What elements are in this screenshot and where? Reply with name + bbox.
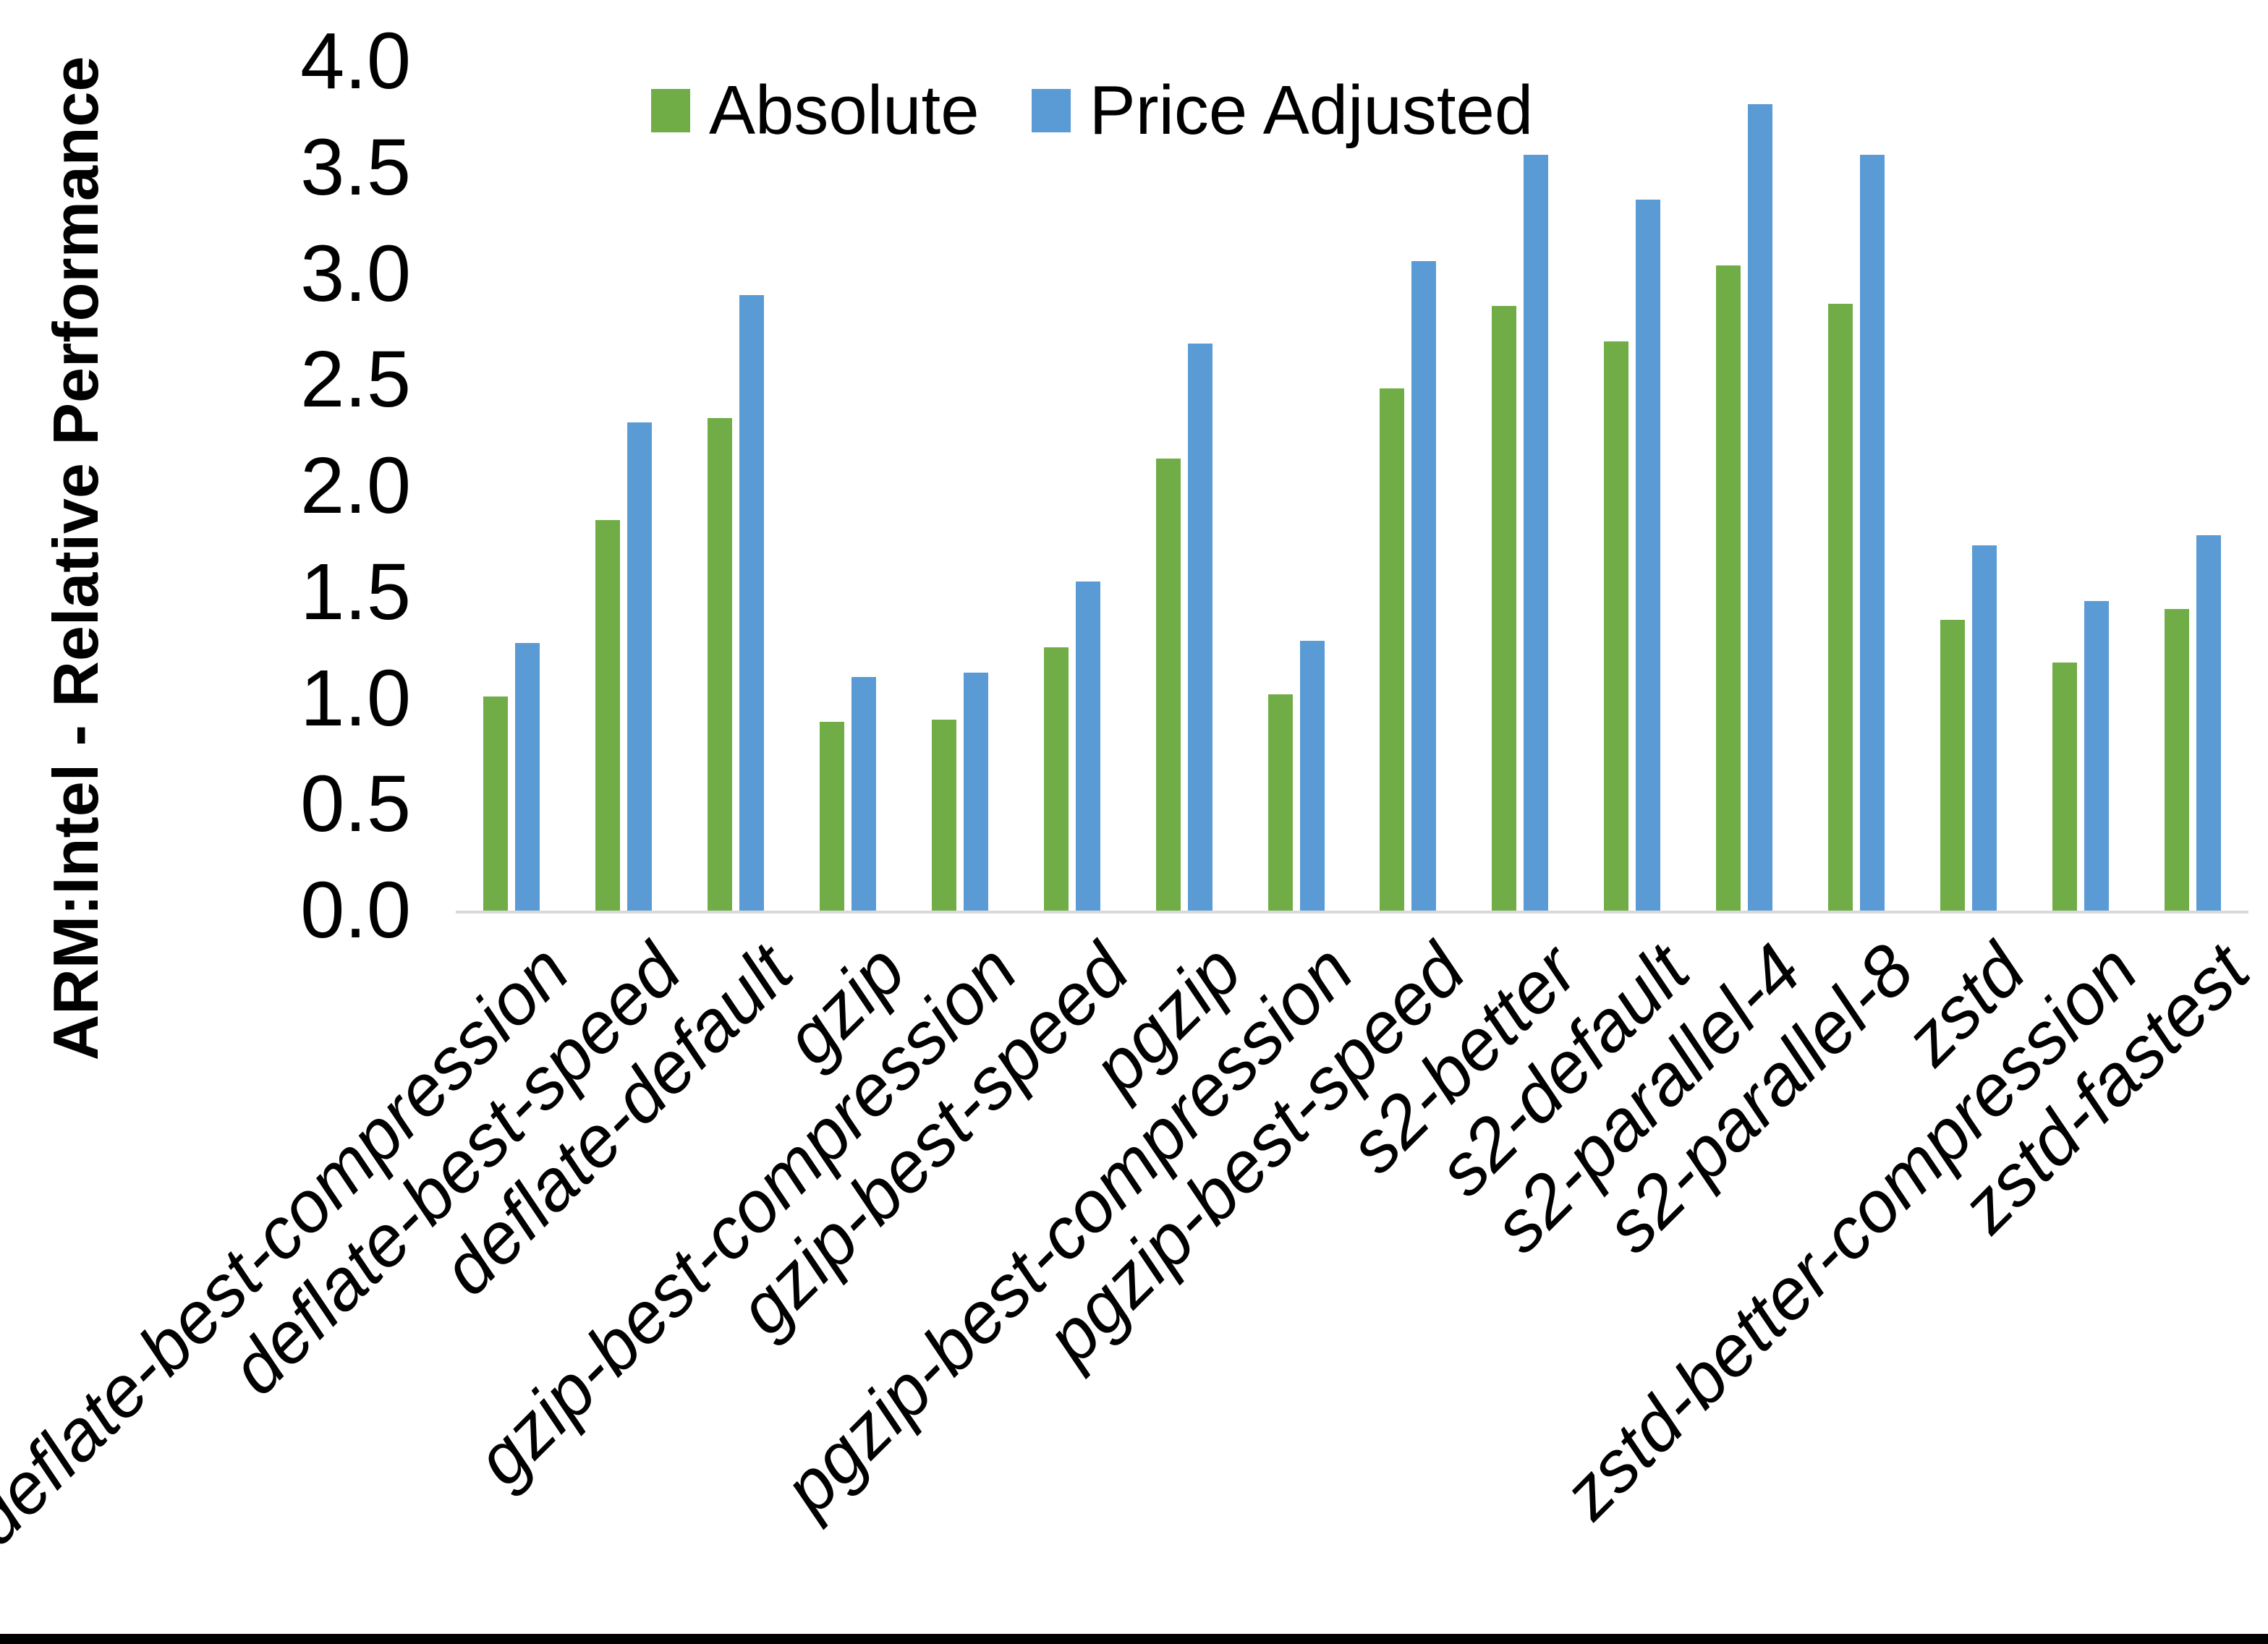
bar-price-adjusted-deflate-best-compression[interactable] [515, 643, 540, 911]
price-adjusted-swatch-icon [1031, 89, 1071, 132]
bar-price-adjusted-pgzip-best-speed[interactable] [1411, 260, 1437, 911]
y-tick-label-2.0: 2.0 [300, 441, 411, 530]
bar-absolute-zstd-fastest[interactable] [2164, 609, 2189, 911]
y-tick-label-2.5: 2.5 [300, 335, 411, 425]
bar-price-adjusted-pgzip-best-compression[interactable] [1299, 641, 1325, 911]
bar-absolute-s2-parallel-8[interactable] [1827, 303, 1853, 911]
bar-group-s2-parallel-8 [1827, 155, 1885, 911]
y-tick-label-1.0: 1.0 [300, 653, 411, 743]
bar-price-adjusted-s2-parallel-8[interactable] [1859, 155, 1885, 911]
bar-absolute-gzip-best-speed[interactable] [1043, 647, 1069, 911]
bar-group-pgzip-best-compression [1267, 641, 1325, 911]
bar-group-gzip [820, 677, 877, 911]
bar-absolute-pgzip-best-speed[interactable] [1380, 388, 1405, 911]
bar-absolute-deflate-best-compression[interactable] [483, 696, 509, 911]
bar-absolute-s2-parallel-4[interactable] [1716, 265, 1741, 911]
bar-absolute-pgzip-best-compression[interactable] [1267, 694, 1293, 911]
y-tick-label-0.5: 0.5 [300, 759, 411, 849]
bar-absolute-gzip[interactable] [820, 721, 845, 911]
bar-price-adjusted-gzip[interactable] [851, 677, 877, 911]
bar-price-adjusted-gzip-best-compression[interactable] [963, 673, 988, 911]
bar-price-adjusted-zstd-fastest[interactable] [2196, 534, 2221, 911]
bar-absolute-s2-better[interactable] [1492, 305, 1517, 911]
y-tick-label-3.5: 3.5 [300, 122, 411, 212]
bar-price-adjusted-s2-parallel-4[interactable] [1748, 103, 1773, 911]
bar-absolute-zstd[interactable] [1940, 619, 1965, 911]
bar-price-adjusted-zstd-better-compression[interactable] [2084, 600, 2109, 911]
plot-area [456, 61, 2248, 913]
bar-absolute-zstd-better-compression[interactable] [2052, 662, 2077, 911]
bar-absolute-gzip-best-compression[interactable] [931, 719, 956, 911]
bar-group-s2-default [1604, 199, 1661, 911]
bar-group-pgzip [1155, 344, 1212, 911]
bar-group-gzip-best-compression [931, 673, 988, 911]
y-tick-label-0.0: 0.0 [300, 866, 411, 955]
bar-group-gzip-best-speed [1043, 582, 1100, 911]
legend-item-price-adjusted[interactable]: Price Adjusted [1031, 72, 1534, 149]
bar-price-adjusted-gzip-best-speed[interactable] [1075, 582, 1100, 911]
legend: Absolute Price Adjusted [651, 76, 1533, 145]
bar-group-zstd [1940, 545, 1997, 911]
bar-group-deflate-default [708, 294, 765, 911]
bar-group-s2-parallel-4 [1716, 103, 1773, 911]
window-bottom-edge [0, 1634, 2268, 1644]
bar-group-zstd-better-compression [2052, 600, 2109, 911]
bar-group-pgzip-best-speed [1380, 260, 1437, 911]
bar-absolute-deflate-default[interactable] [708, 418, 733, 911]
bar-price-adjusted-zstd[interactable] [1971, 545, 1997, 911]
bar-absolute-pgzip[interactable] [1155, 458, 1181, 911]
bar-absolute-deflate-best-speed[interactable] [595, 519, 621, 911]
y-tick-label-1.5: 1.5 [300, 547, 411, 636]
bar-absolute-s2-default[interactable] [1604, 341, 1629, 911]
bar-group-deflate-best-compression [483, 643, 540, 911]
bar-group-s2-better [1492, 155, 1549, 911]
absolute-swatch-icon [651, 89, 690, 132]
bar-price-adjusted-s2-default[interactable] [1636, 199, 1661, 911]
bar-group-zstd-fastest [2164, 534, 2221, 911]
bar-price-adjusted-pgzip[interactable] [1187, 344, 1212, 911]
bar-group-deflate-best-speed [595, 422, 653, 911]
legend-label-absolute: Absolute [709, 72, 980, 149]
bar-price-adjusted-s2-better[interactable] [1524, 155, 1549, 911]
bar-price-adjusted-deflate-default[interactable] [739, 294, 765, 911]
legend-label-price-adjusted: Price Adjusted [1089, 72, 1534, 149]
legend-item-absolute[interactable]: Absolute [651, 76, 980, 145]
y-tick-label-3.0: 3.0 [300, 229, 411, 318]
bar-price-adjusted-deflate-best-speed[interactable] [627, 422, 653, 911]
y-tick-label-4.0: 4.0 [300, 17, 411, 106]
